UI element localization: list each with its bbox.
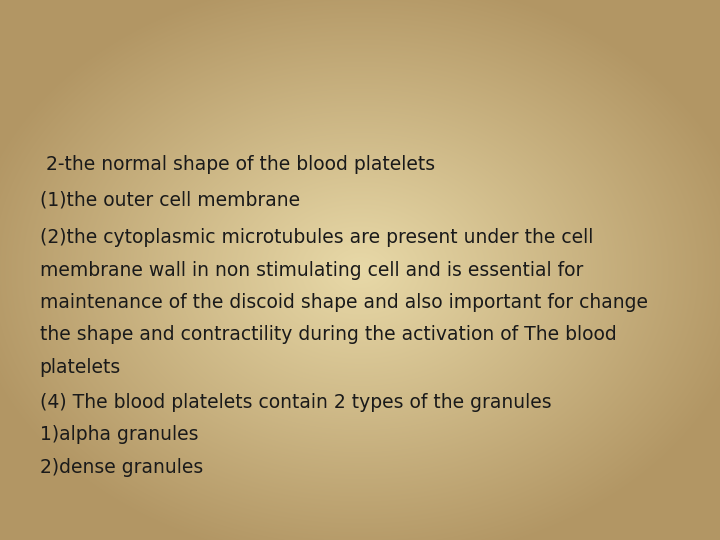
- Text: (2)the cytoplasmic microtubules are present under the cell: (2)the cytoplasmic microtubules are pres…: [40, 228, 593, 247]
- Text: 2-the normal shape of the blood platelets: 2-the normal shape of the blood platelet…: [40, 155, 435, 174]
- Text: 1)alpha granules: 1)alpha granules: [40, 425, 198, 444]
- Text: platelets: platelets: [40, 357, 121, 377]
- Text: maintenance of the discoid shape and also important for change: maintenance of the discoid shape and als…: [40, 293, 647, 312]
- Text: membrane wall in non stimulating cell and is essential for: membrane wall in non stimulating cell an…: [40, 260, 583, 280]
- Text: 2)dense granules: 2)dense granules: [40, 457, 203, 477]
- Text: (4) The blood platelets contain 2 types of the granules: (4) The blood platelets contain 2 types …: [40, 393, 552, 412]
- Text: the shape and contractility during the activation of The blood: the shape and contractility during the a…: [40, 325, 616, 345]
- Text: (1)the outer cell membrane: (1)the outer cell membrane: [40, 190, 300, 210]
